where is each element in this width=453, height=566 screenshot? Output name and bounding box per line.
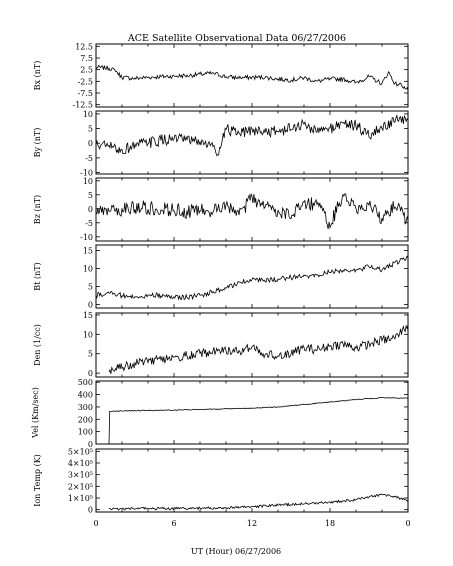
y-tick-label: 10 (83, 110, 93, 119)
y-tick-label: 5 (88, 282, 93, 291)
y-tick-label: 0 (88, 139, 93, 148)
panel-frame (95, 177, 409, 242)
x-tick-label: 12 (247, 519, 257, 528)
y-tick-label: 2.5 (80, 66, 93, 75)
y-tick-label: 10 (83, 330, 93, 339)
panel-vel: 500 400 300 200 100 0 Vel (Km/sec) (31, 378, 409, 449)
y-axis-label: Ion Temp (K) (33, 454, 42, 507)
panel-frame (95, 110, 409, 175)
y-tick-label: 200 (78, 415, 93, 424)
y-axis-label: Bx (nT) (33, 61, 42, 91)
y-tick-label: 400 (78, 391, 93, 400)
y-tick-label: 7.5 (80, 54, 93, 63)
series-line-bx (95, 64, 409, 91)
y-tick-label: 0 (88, 205, 93, 214)
y-tick-label: 5 (88, 191, 93, 200)
panel-bx: 12.5 7.5 2.5 -2.5 -7.5 -12.5 Bx (nT) (33, 42, 409, 110)
y-tick-label: -10 (80, 169, 93, 178)
y-tick-label: 12.5 (75, 42, 93, 51)
y-tick-label: 0 (88, 300, 93, 309)
y-axis-label: Bz (nT) (33, 195, 42, 224)
y-tick-label: 2×10⁵ (68, 482, 93, 491)
series-line-temp (108, 493, 409, 511)
y-tick-label: 300 (78, 403, 93, 412)
panel-frame (95, 43, 409, 108)
panel-frame (95, 244, 409, 309)
y-tick-label: 0 (88, 440, 93, 449)
y-tick-label: 100 (78, 428, 93, 437)
y-tick-label: -5 (85, 154, 93, 163)
y-tick-label: -2.5 (78, 77, 93, 86)
x-tick-label: 18 (325, 519, 335, 528)
x-tick-label: 0 (93, 519, 98, 528)
x-tick-label: 6 (171, 519, 176, 528)
series-line-by (95, 114, 409, 157)
series-line-bz (95, 193, 409, 230)
y-tick-label: 4×10⁵ (68, 459, 93, 468)
y-tick-label: 3×10⁵ (68, 471, 93, 480)
y-tick-label: 1×10⁵ (68, 494, 93, 503)
y-tick-label: 10 (83, 264, 93, 273)
y-axis-label: By (nT) (33, 128, 42, 158)
panel-frame (95, 448, 409, 513)
y-axis-label: Bt (nT) (33, 262, 42, 290)
y-tick-label: 5 (88, 125, 93, 134)
series-line-bt (95, 255, 409, 301)
y-tick-label: 5 (88, 350, 93, 359)
y-tick-label: -5 (85, 219, 93, 228)
y-tick-label: -12.5 (72, 101, 93, 110)
y-axis-label: Den (1/cc) (33, 324, 42, 366)
y-tick-label: 500 (78, 378, 93, 387)
panel-temp: 5×10⁵ 4×10⁵ 3×10⁵ 2×10⁵ 1×10⁵ 0 Ion Temp (K) (33, 447, 409, 515)
series-line-den (108, 324, 409, 374)
panels: 12.5 7.5 2.5 -2.5 -7.5 -12.5 Bx (nT) 10 5 0 -5 -10 B… (31, 42, 411, 528)
chart-title: ACE Satellite Observational Data 06/27/2… (127, 33, 346, 44)
y-tick-label: 5×10⁵ (68, 447, 93, 456)
panel-bt: 15 10 5 0 Bt (nT) (33, 244, 409, 309)
y-tick-label: 0 (88, 369, 93, 378)
panel-den: 15 10 5 0 Den (1/cc) (33, 311, 409, 378)
y-tick-label: -7.5 (78, 89, 93, 98)
y-tick-label: 15 (83, 311, 93, 320)
y-axis-label: Vel (Km/sec) (31, 387, 40, 439)
panel-by: 10 5 0 -5 -10 By (nT) (33, 110, 409, 178)
series-line-vel (108, 396, 409, 445)
x-tick-label: 0 (405, 519, 410, 528)
x-axis-label: UT (Hour) 06/27/2006 (191, 547, 281, 556)
y-tick-label: 15 (83, 246, 93, 255)
panel-bz: 10 5 0 -5 -10 Bz (nT) (33, 177, 409, 242)
x-tick-labels: 0 6 12 18 0 (93, 519, 410, 528)
y-tick-label: 0 (88, 506, 93, 515)
y-tick-label: -10 (80, 233, 93, 242)
panel-frame (95, 380, 409, 445)
y-tick-label: 10 (83, 177, 93, 186)
